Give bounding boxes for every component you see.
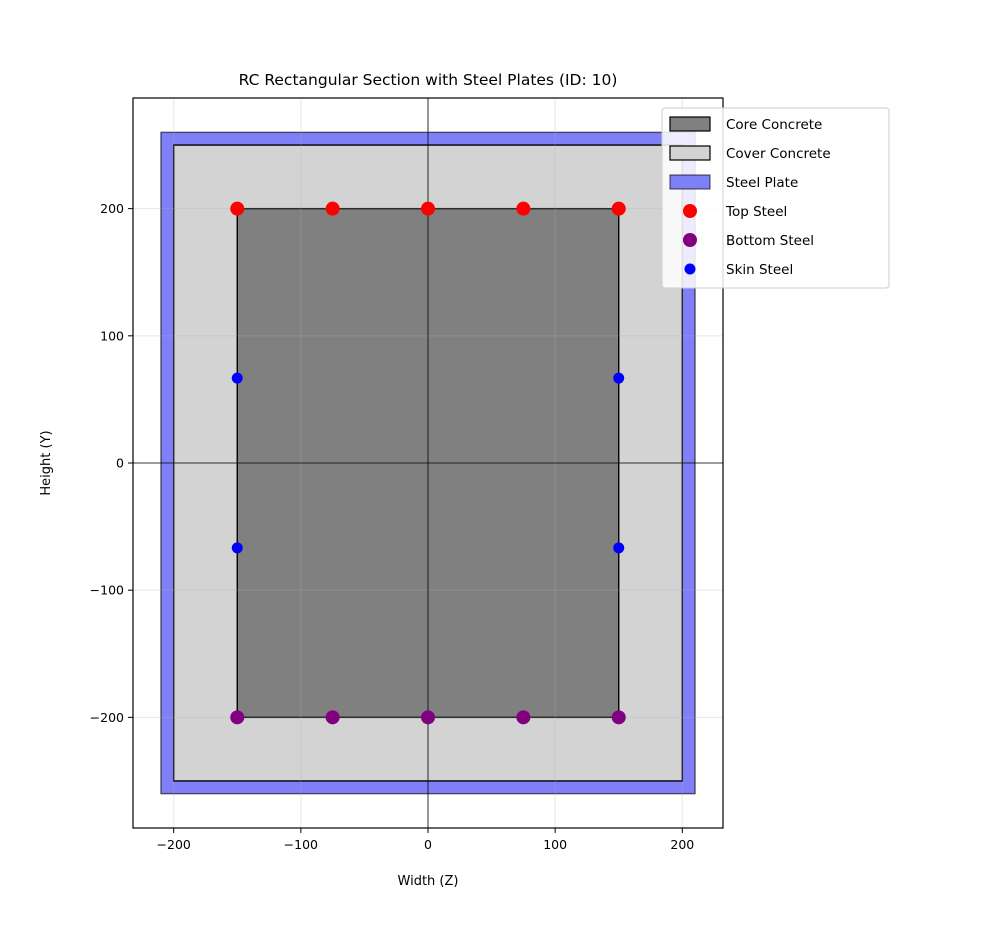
y-tick-label: 0 [116, 456, 124, 471]
bottom-steel-point [611, 710, 626, 725]
legend-label: Core Concrete [726, 117, 822, 133]
bottom-steel-point [325, 710, 340, 725]
x-tick-label: 200 [670, 837, 694, 852]
x-tick-label: −200 [157, 837, 191, 852]
legend-label: Cover Concrete [726, 146, 831, 162]
x-axis-label: Width (Z) [398, 874, 459, 889]
legend-swatch [669, 145, 711, 161]
y-axis-label: Height (Y) [39, 430, 54, 495]
legend-swatch [669, 116, 711, 132]
y-tick-label: 200 [100, 201, 124, 216]
skin-steel-point [613, 372, 625, 384]
legend-label: Skin Steel [726, 262, 793, 278]
legend-marker [683, 233, 697, 247]
top-steel-point [230, 201, 245, 216]
x-tick-label: −100 [284, 837, 318, 852]
legend-box [661, 107, 890, 289]
legend-swatch [669, 174, 711, 190]
legend: Core Concrete Cover Concrete Steel Plate To… [661, 107, 890, 289]
top-steel-point [325, 201, 340, 216]
top-steel-point [421, 201, 435, 216]
legend-marker [683, 204, 697, 218]
skin-steel-point [231, 542, 243, 554]
top-steel-point [611, 201, 626, 216]
legend-label: Top Steel [725, 204, 787, 220]
x-tick-label: 0 [424, 837, 432, 852]
y-tick-label: −200 [90, 710, 124, 725]
plot-area: −200 −100 0 100 200 −200 −100 0 100 200 [90, 97, 724, 852]
skin-steel-point [231, 372, 243, 384]
legend-label: Steel Plate [726, 175, 798, 191]
bottom-steel-point [516, 710, 531, 725]
y-tick-label: −100 [90, 583, 124, 598]
legend-marker [684, 263, 696, 275]
y-tick-label: 100 [100, 328, 124, 343]
bottom-steel-point [230, 710, 245, 725]
top-steel-point [516, 201, 531, 216]
x-tick-label: 100 [543, 837, 567, 852]
skin-steel-point [613, 542, 625, 554]
legend-label: Bottom Steel [726, 233, 814, 249]
bottom-steel-point [421, 710, 435, 725]
chart-title: RC Rectangular Section with Steel Plates… [239, 71, 618, 89]
